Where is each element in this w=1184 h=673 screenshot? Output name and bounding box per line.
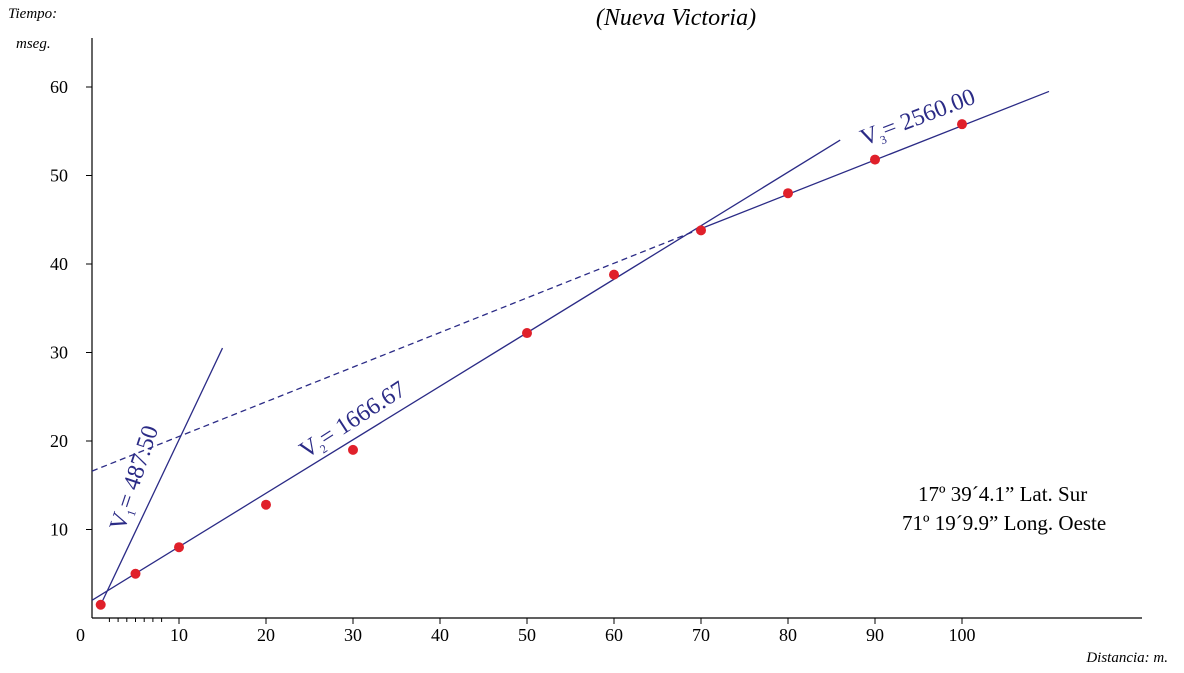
x-tick-label: 60 — [605, 625, 623, 645]
x-tick-label: 100 — [949, 625, 976, 645]
latitude-annotation: 17º 39´4.1” Lat. Sur — [918, 482, 1087, 506]
data-point — [95, 599, 106, 610]
data-point — [261, 499, 271, 510]
y-tick-label: 60 — [50, 77, 68, 97]
y-tick-label: 10 — [50, 520, 68, 540]
v3-label-sub: 3 — [878, 132, 889, 147]
x-tick-label: 20 — [257, 625, 275, 645]
data-point — [870, 154, 880, 165]
x-tick-label: 10 — [170, 625, 188, 645]
y-axis-title-line1: Tiempo: — [8, 6, 57, 22]
x-tick-label: 80 — [779, 625, 797, 645]
svg-text:V1= 487.50: V1= 487.50 — [105, 422, 166, 534]
longitude-annotation: 71º 19´9.9” Long. Oeste — [902, 511, 1106, 535]
data-point — [957, 119, 967, 130]
data-point — [783, 188, 793, 199]
y-tick-label: 30 — [50, 343, 68, 363]
y-axis-title-line2: mseg. — [16, 36, 51, 52]
data-point — [174, 542, 184, 553]
axis-ticks: 0 10 20 30 40 50 60 70 80 90 100 10 20 30 40 50 60 — [50, 77, 976, 645]
x-tick-label: 0 — [76, 625, 85, 645]
data-point — [609, 269, 619, 280]
y-tick-label: 40 — [50, 254, 68, 274]
x-axis-title: Distancia: m. — [1085, 650, 1168, 666]
x-tick-label: 70 — [692, 625, 710, 645]
data-point — [522, 328, 532, 339]
v3-label-value: = 2560.00 — [879, 84, 979, 143]
y-tick-label: 20 — [50, 431, 68, 451]
y-tick-label: 50 — [50, 166, 68, 186]
x-tick-label: 90 — [866, 625, 884, 645]
v1-label-value: = 487.50 — [112, 422, 164, 511]
fit-line-1 — [100, 347, 224, 606]
x-tick-label: 30 — [344, 625, 362, 645]
x-tick-label: 40 — [431, 625, 449, 645]
fit-line-2 — [91, 139, 841, 601]
data-point — [130, 568, 141, 579]
x-tick-label: 50 — [518, 625, 536, 645]
data-point — [696, 225, 706, 236]
chart-title: (Nueva Victoria) — [596, 5, 756, 31]
fit-line-4 — [91, 227, 702, 472]
data-point — [348, 444, 358, 455]
data-points — [95, 119, 967, 610]
v1-label: V1= 487.50 — [105, 422, 166, 534]
v1-label-sub: 1 — [124, 508, 139, 518]
